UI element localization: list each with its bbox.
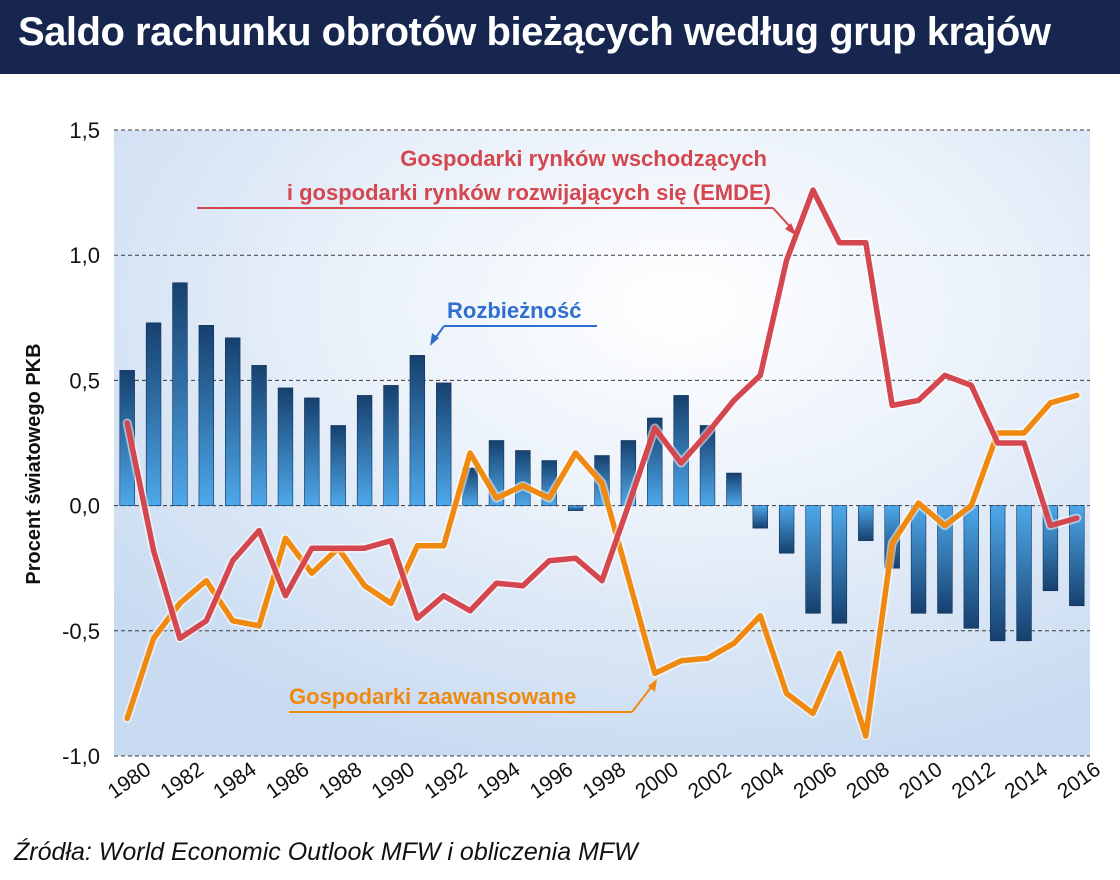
bar-divergence-2005	[778, 505, 795, 554]
x-tick-label: 1990	[368, 758, 419, 804]
bar-divergence-2003	[726, 472, 742, 506]
x-tick-label: 2000	[631, 758, 682, 804]
x-tick-label: 1984	[209, 758, 261, 804]
x-tick-label: 1986	[262, 758, 313, 804]
bar-divergence-1992	[436, 382, 452, 506]
annotation-divergence-arrowhead	[430, 333, 439, 346]
bar-divergence-2002	[699, 425, 716, 506]
annotation-advanced-arrowhead	[648, 679, 657, 692]
y-tick-label: -1,0	[62, 744, 100, 769]
y-tick-label: 0,0	[69, 494, 100, 519]
x-tick-label: 1982	[156, 758, 207, 804]
chart-title: Saldo rachunku obrotów bieżących według …	[18, 10, 1051, 54]
y-axis-label: Procent światowego PKB	[23, 343, 45, 584]
bar-divergence-2014	[1016, 505, 1032, 642]
y-tick-label: 1,5	[69, 118, 100, 143]
bar-divergence-2007	[831, 505, 848, 624]
plot-background	[114, 130, 1090, 756]
annotation-advanced-leader	[631, 685, 653, 713]
bar-divergence-1990	[383, 385, 399, 506]
bar-divergence-1983	[198, 325, 215, 506]
bar-divergence-1997	[567, 505, 584, 511]
title-bar: Saldo rachunku obrotów bieżących według …	[0, 0, 1120, 74]
bar-divergence-1987	[304, 397, 320, 506]
bar-divergence-1986	[277, 387, 294, 506]
bar-divergence-2008	[858, 505, 874, 541]
x-tick-label: 1992	[420, 758, 471, 804]
divergence-bars	[119, 282, 1085, 642]
line-advanced	[124, 392, 1080, 739]
bar-divergence-1981	[145, 322, 162, 506]
y-tick-labels: 1,5 1,0 0,5 0,0 -0,5 -1,0	[62, 118, 100, 769]
bar-divergence-2006	[805, 505, 821, 614]
source-note: Źródła: World Economic Outlook MFW i obl…	[14, 838, 638, 866]
annotation-emde-line1: Gospodarki rynków wschodzących	[400, 146, 767, 171]
bar-divergence-1988	[330, 425, 346, 506]
bar-divergence-2013	[989, 505, 1006, 642]
x-tick-label: 2010	[895, 758, 946, 804]
x-tick-label: 2016	[1053, 758, 1104, 804]
chart-area: 1,5 1,0 0,5 0,0 -0,5 -1,0 1980 1982 1984 1986 198…	[23, 118, 1105, 804]
x-tick-label: 2006	[790, 758, 841, 804]
series-lines	[122, 185, 1082, 741]
x-tick-label: 2004	[737, 758, 789, 804]
bar-divergence-1995	[515, 450, 531, 506]
x-tick-label: 1998	[579, 758, 630, 804]
y-tick-label: -0,5	[62, 619, 100, 644]
annotation-emde-line2: i gospodarki rynków rozwijających się (E…	[287, 180, 771, 205]
x-tick-labels: 1980 1982 1984 1986 1988 1990 1992 1994 1996 1998…	[104, 758, 1105, 804]
y-tick-label: 1,0	[69, 243, 100, 268]
annotation-emde-arrowhead	[785, 223, 797, 236]
x-tick-label: 2012	[948, 758, 999, 804]
bar-divergence-2011	[937, 505, 953, 614]
bar-divergence-2010	[910, 505, 927, 614]
bar-divergence-1989	[356, 395, 373, 506]
x-tick-label: 1980	[104, 758, 155, 804]
bar-divergence-1985	[251, 365, 267, 506]
x-tick-label: 2002	[684, 758, 735, 804]
bar-divergence-2016	[1069, 505, 1085, 607]
x-tick-label: 1996	[526, 758, 577, 804]
annotation-divergence: Rozbieżność	[447, 298, 581, 323]
bar-divergence-2004	[752, 505, 768, 529]
y-tick-label: 0,5	[69, 368, 100, 393]
line-emde	[124, 187, 1080, 642]
x-tick-label: 1988	[315, 758, 366, 804]
bar-divergence-2012	[963, 505, 979, 629]
x-tick-label: 2014	[1001, 758, 1053, 804]
bar-divergence-1984	[225, 337, 241, 506]
bar-divergence-1982	[172, 282, 188, 506]
x-tick-label: 2008	[842, 758, 893, 804]
bar-divergence-1991	[409, 355, 426, 506]
annotation-advanced: Gospodarki zaawansowane	[289, 684, 576, 709]
x-tick-label: 1994	[473, 758, 525, 804]
